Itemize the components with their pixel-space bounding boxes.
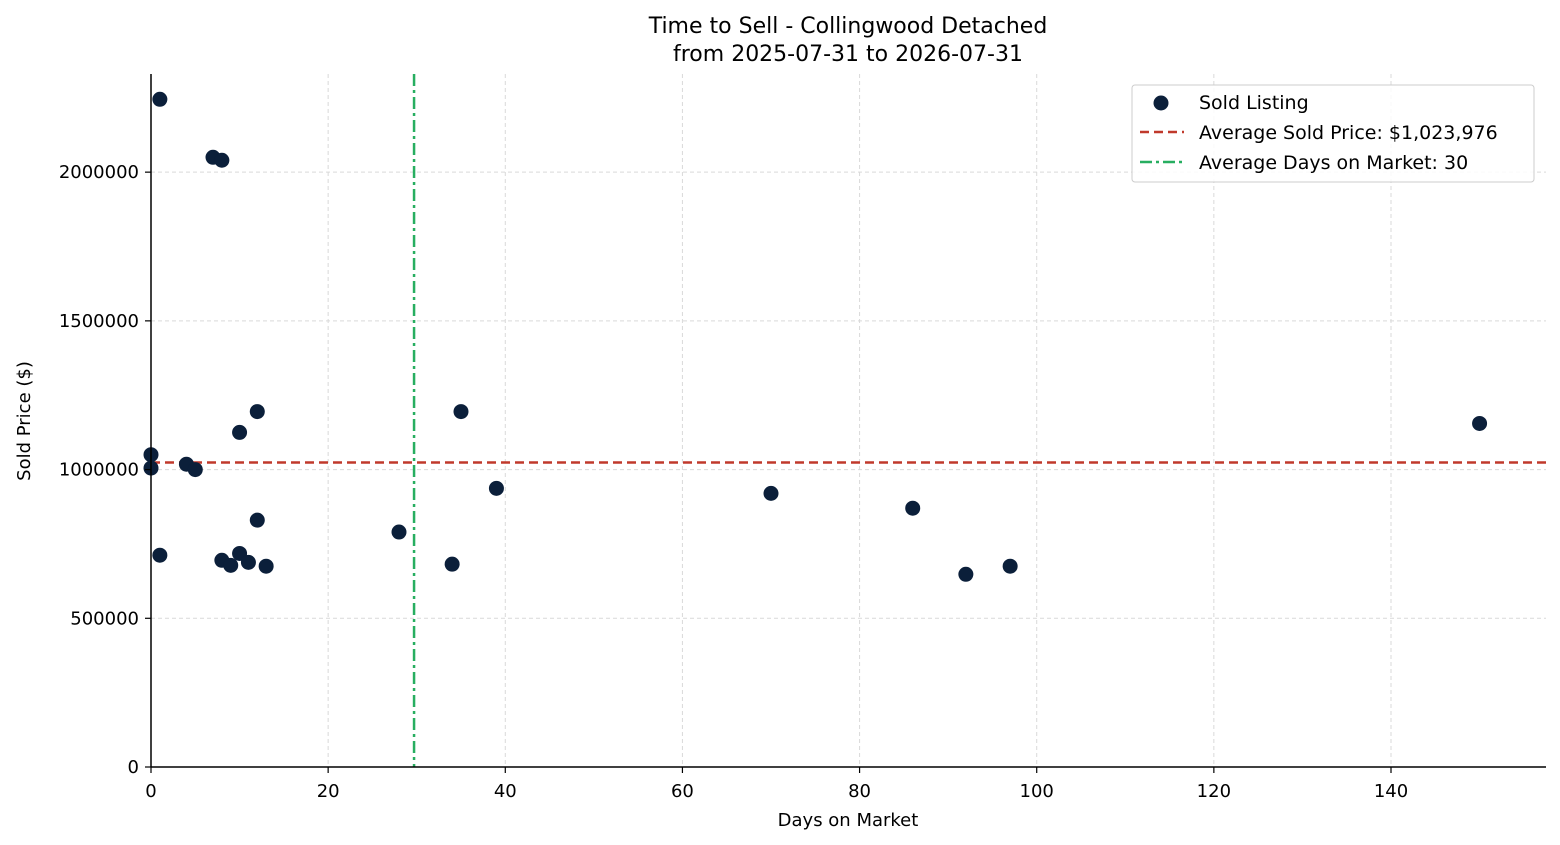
- data-point: [958, 566, 974, 582]
- x-tick-label: 100: [1020, 781, 1054, 802]
- legend-label-sold-listing: Sold Listing: [1199, 92, 1309, 114]
- x-tick-label: 40: [494, 781, 517, 802]
- chart-subtitle: from 2025-07-31 to 2026-07-31: [673, 42, 1023, 67]
- data-point: [488, 480, 504, 496]
- y-tick-label: 500000: [70, 608, 139, 629]
- data-point: [391, 524, 407, 540]
- data-point: [444, 556, 460, 572]
- legend-marker-sold-listing: [1153, 95, 1169, 111]
- x-axis-label: Days on Market: [778, 810, 919, 831]
- data-point: [1002, 558, 1018, 574]
- data-point: [232, 424, 248, 440]
- legend-box: [1131, 84, 1535, 183]
- tick-labels: 0 20 40 60 80 100 120 140 0 500000 1000000 1500000 2…: [59, 162, 1408, 802]
- data-point: [214, 152, 230, 168]
- x-tick-label: 140: [1374, 781, 1408, 802]
- chart-title: Time to Sell - Collingwood Detached: [648, 14, 1048, 39]
- data-point: [240, 554, 256, 570]
- x-tick-label: 20: [317, 781, 340, 802]
- axes: [145, 74, 1546, 773]
- data-point: [1472, 415, 1488, 431]
- data-point: [249, 404, 265, 420]
- x-tick-label: 120: [1197, 781, 1231, 802]
- reference-lines: [151, 74, 1546, 767]
- scatter-points: [143, 91, 1488, 582]
- data-point: [152, 547, 168, 563]
- y-tick-label: 2000000: [59, 162, 139, 183]
- data-point: [905, 500, 921, 516]
- legend-label-avg-price: Average Sold Price: $1,023,976: [1199, 122, 1498, 144]
- data-point: [223, 557, 239, 573]
- x-tick-label: 0: [145, 781, 156, 802]
- x-tick-label: 80: [848, 781, 871, 802]
- y-axis-label: Sold Price ($): [14, 361, 35, 481]
- data-point: [249, 512, 265, 528]
- data-point: [258, 558, 274, 574]
- data-point: [187, 462, 203, 478]
- legend-label-avg-days: Average Days on Market: 30: [1199, 152, 1468, 174]
- y-tick-label: 1500000: [59, 311, 139, 332]
- legend: Sold Listing Average Sold Price: $1,023,…: [1131, 84, 1535, 183]
- data-point: [152, 91, 168, 107]
- y-tick-label: 0: [128, 757, 139, 778]
- y-tick-label: 1000000: [59, 460, 139, 481]
- x-tick-label: 60: [671, 781, 694, 802]
- data-point: [453, 404, 469, 420]
- data-point: [763, 485, 779, 501]
